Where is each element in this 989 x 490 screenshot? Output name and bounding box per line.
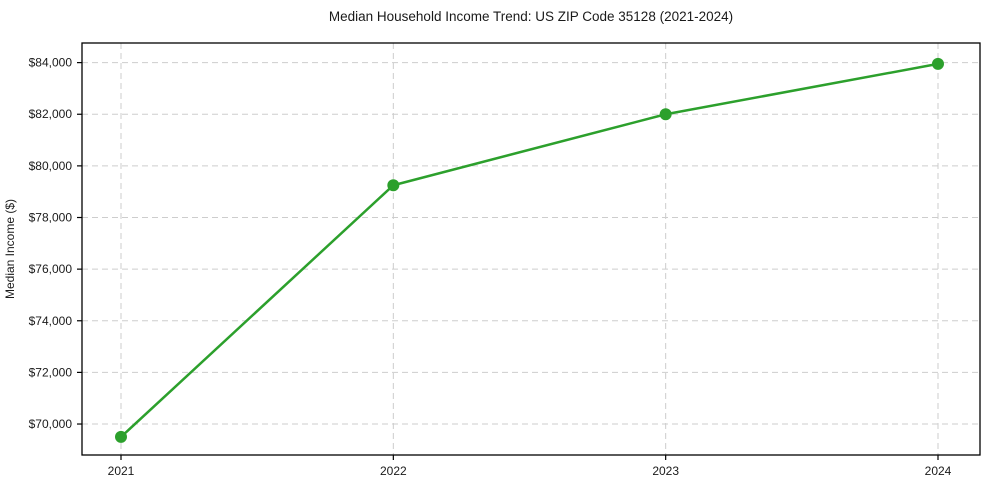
y-tick-label: $84,000 (29, 56, 73, 70)
data-point (115, 430, 127, 443)
y-tick-label: $74,000 (29, 314, 73, 328)
y-axis-label: Median Income ($) (3, 199, 17, 299)
x-tick-label: 2024 (925, 464, 952, 478)
y-tick-label: $82,000 (29, 107, 73, 121)
data-point (659, 108, 672, 121)
x-tick-label: 2021 (108, 464, 135, 478)
y-tick-label: $80,000 (29, 159, 73, 173)
trend-line (119, 62, 940, 439)
chart-title: Median Household Income Trend: US ZIP Co… (329, 9, 733, 24)
plot-area: $70,000 $72,000 $74,000 $76,000 $78,000 $80,0… (29, 42, 981, 478)
y-tick-label: $72,000 (29, 365, 73, 379)
plot-frame (81, 42, 981, 456)
y-tick-label: $70,000 (29, 417, 73, 431)
data-point (387, 179, 400, 192)
x-tick-label: 2022 (380, 464, 407, 478)
y-tick-label: $78,000 (29, 211, 73, 225)
y-tick-label: $76,000 (29, 262, 73, 276)
data-point (932, 57, 944, 70)
x-tick-label: 2023 (652, 464, 679, 478)
